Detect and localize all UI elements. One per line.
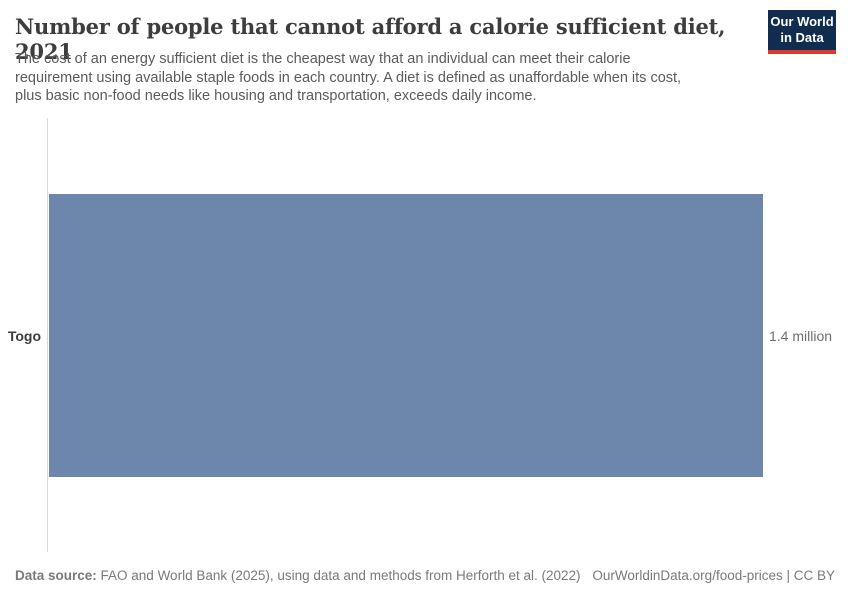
chart-footer: Data source: FAO and World Bank (2025), … — [15, 568, 835, 583]
entity-label-togo: Togo — [7, 328, 41, 344]
chart-subtitle: The cost of an energy sufficient diet is… — [15, 51, 682, 104]
owid-logo-line2: in Data — [780, 30, 824, 45]
owid-logo-line1: Our World — [770, 14, 834, 29]
value-label-togo: 1.4 million — [769, 328, 833, 344]
bar-togo[interactable] — [49, 194, 763, 477]
y-axis-line — [47, 118, 48, 552]
data-source-label: Data source: — [15, 568, 97, 583]
owid-logo[interactable]: Our World in Data — [768, 10, 836, 54]
data-source-text: FAO and World Bank (2025), using data an… — [96, 568, 581, 583]
data-source-note: Data source: FAO and World Bank (2025), … — [15, 568, 581, 583]
chart-title: Number of people that cannot afford a ca… — [15, 14, 726, 64]
owid-url-license[interactable]: OurWorldinData.org/food-prices | CC BY — [592, 568, 835, 583]
